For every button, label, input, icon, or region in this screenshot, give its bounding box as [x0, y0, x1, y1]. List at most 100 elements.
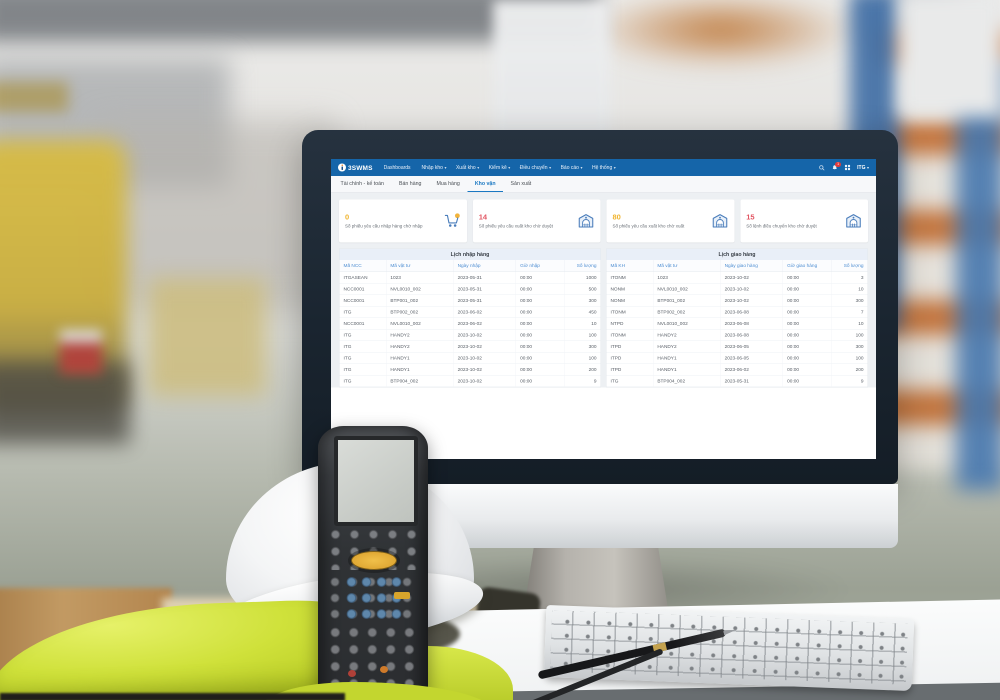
cell-ngay-giao: 2023-06-08	[720, 318, 783, 329]
column-header[interactable]: Số lượng	[564, 260, 600, 272]
column-header[interactable]: Giờ nhập	[515, 260, 565, 272]
cell-gio-nhap: 00:00	[515, 329, 565, 341]
cell-ma-kh: ITONM	[610, 309, 626, 315]
nav-menu-item[interactable]: Hệ thống ▾	[592, 165, 616, 171]
nav-menu-label: Dashboards	[383, 164, 411, 171]
nav-menu-item[interactable]: Nhập kho ▾	[422, 165, 447, 171]
cell-gio-nhap: 00:00	[515, 295, 565, 306]
cell-ma-ncc: NCC0001	[343, 286, 365, 292]
card-export-pending-approve[interactable]: 14 Số phiếu yêu cầu xuất kho chờ duyệt	[472, 199, 601, 243]
table-row[interactable]: ITGASEAN 1023 2023-05-31 00:00 1000	[339, 272, 601, 284]
nav-menu-item[interactable]: Kiểm kê ▾	[489, 165, 511, 171]
app-logo[interactable]: 3S WMS	[338, 163, 373, 172]
chevron-down-icon: ▾	[477, 165, 480, 170]
cell-gio-nhap: 00:00	[515, 364, 565, 375]
tab-kho-van[interactable]: Kho vận	[467, 176, 504, 192]
cell-ma-vat-tu: BTP004_002	[385, 375, 453, 387]
cell-so-luong: 3	[831, 272, 867, 283]
table-row[interactable]: ITPD HANDY1 2023-06-02 00:00 200	[606, 364, 868, 376]
notification-badge: 1	[835, 161, 842, 167]
column-header[interactable]: Ngày giao hàng	[720, 260, 783, 272]
cell-so-luong: 200	[564, 364, 600, 375]
table-row[interactable]: NTPD NVL0010_002 2023-06-08 00:00 10	[606, 318, 868, 330]
chevron-down-icon: ▾	[866, 165, 869, 170]
schedule-tables: Lịch nhập hàng Mã NCC Mã vật tư Ngày nhập G…	[339, 248, 868, 388]
cell-ma-kh: ITPD	[610, 343, 622, 350]
notification-bell-icon[interactable]: 1	[832, 161, 842, 171]
apps-grid-icon[interactable]	[845, 164, 851, 171]
card-label: Số phiếu yêu cầu xuất kho chờ duyệt	[478, 223, 553, 229]
nav-menu-label: Báo cáo	[560, 164, 579, 171]
cell-ma-kh: NONM	[610, 297, 626, 304]
column-header[interactable]: Mã vật tư	[652, 260, 720, 272]
table-row[interactable]: NCC0001 NVL0010_002 2023-06-02 00:00 10	[339, 318, 601, 330]
column-header[interactable]: Ngày nhập	[453, 260, 516, 272]
warehouse-icon	[578, 214, 594, 228]
nav-menu-item[interactable]: Điều chuyển ▾	[520, 165, 551, 171]
cell-so-luong: 300	[831, 295, 867, 306]
table-row[interactable]: ITONM 1023 2023-10-02 00:00 3	[606, 272, 868, 284]
cell-ngay-nhap: 2023-10-02	[453, 375, 516, 387]
table-row[interactable]: ITG BTP004_002 2023-10-02 00:00 9	[339, 375, 601, 387]
tab-mua-hang[interactable]: Mua hàng	[436, 180, 460, 187]
user-menu[interactable]: ITG ▾	[857, 165, 869, 171]
table-row[interactable]: ITG HANDY2 2023-10-02 00:00 300	[339, 341, 601, 353]
cell-ma-kh: NTPD	[610, 320, 624, 327]
dashboard-content: 0 Số phiếu yêu cầu nhập hàng chờ nhập 14…	[331, 192, 876, 459]
table-row[interactable]: ITG HANDY1 2023-10-02 00:00 200	[339, 364, 601, 376]
search-icon[interactable]	[819, 164, 826, 171]
background-rack-blue-column	[956, 60, 1000, 490]
cell-ma-ncc: ITG	[343, 366, 352, 373]
card-value: 15	[746, 212, 755, 222]
column-header[interactable]: Mã NCC	[343, 263, 362, 269]
table-row[interactable]: ITG HANDY1 2023-10-02 00:00 100	[339, 352, 601, 364]
column-header[interactable]: Giờ giao hàng	[782, 260, 832, 272]
cell-gio-giao: 00:00	[782, 318, 832, 329]
table-row[interactable]: ITPD HANDY1 2023-06-05 00:00 100	[606, 352, 868, 364]
tab-san-xuat[interactable]: Sản xuất	[510, 180, 532, 187]
table-row[interactable]: ITG BTP004_002 2023-05-31 00:00 9	[606, 375, 868, 387]
background-red-box	[60, 330, 102, 374]
table-row[interactable]: ITG BTP002_002 2023-06-02 00:00 450	[339, 306, 601, 318]
cell-ma-ncc: ITG	[343, 378, 352, 384]
table-row[interactable]: ITG HANDY2 2023-10-02 00:00 100	[339, 329, 601, 341]
nav-menu-item[interactable]: Xuất kho ▾	[456, 165, 479, 171]
card-transfer-pending[interactable]: 15 Số lệnh điều chuyển kho chờ duyệt	[740, 199, 868, 243]
card-pending-import[interactable]: 0 Số phiếu yêu cầu nhập hàng chờ nhập	[339, 199, 467, 243]
card-export-pending-ship[interactable]: 80 Số phiếu yêu cầu xuất kho chờ xuất	[606, 199, 735, 243]
cell-ma-vat-tu: NVL0010_002	[385, 318, 453, 329]
cell-ma-vat-tu: HANDY2	[385, 341, 453, 352]
table-row[interactable]: ITONM HANDY2 2023-06-08 00:00 100	[606, 329, 868, 341]
tab-tai-chinh-ke-toan[interactable]: Tài chính - kế toán	[340, 180, 384, 187]
cell-so-luong: 450	[564, 306, 600, 318]
table-row[interactable]: ITONM BTP002_002 2023-06-08 00:00 7	[606, 306, 868, 318]
table-row[interactable]: NCC0001 NVL0010_002 2023-05-31 00:00 500	[339, 283, 601, 295]
nav-menu-item[interactable]: Dashboards	[384, 165, 412, 171]
table-row[interactable]: NONM NVL0010_002 2023-10-02 00:00 10	[606, 283, 868, 295]
nav-menu-item[interactable]: Báo cáo ▾	[561, 165, 583, 171]
tab-ban-hang[interactable]: Bán hàng	[398, 180, 422, 187]
delivery-schedule-panel: Lịch giao hàng Mã KH Mã vật tư Ngày giao h…	[606, 248, 868, 388]
cell-ma-ncc: ITG	[343, 343, 352, 350]
column-header[interactable]: Mã KH	[610, 263, 626, 269]
logo-text-wms: WMS	[356, 163, 373, 172]
table-header-row: Mã NCC Mã vật tư Ngày nhập Giờ nhập Số lượng	[339, 260, 601, 272]
cell-ma-kh: ITG	[610, 378, 619, 384]
column-header[interactable]: Mã vật tư	[385, 260, 453, 272]
cell-gio-giao: 00:00	[782, 295, 832, 306]
cell-gio-nhap: 00:00	[515, 318, 565, 329]
card-value: 0	[345, 212, 350, 222]
cell-ngay-nhap: 2023-10-02	[453, 341, 516, 352]
cell-so-luong: 100	[564, 352, 600, 364]
column-header[interactable]: Số lượng	[831, 260, 867, 272]
cell-so-luong: 1000	[564, 272, 600, 283]
card-label: Số phiếu yêu cầu nhập hàng chờ nhập	[345, 223, 423, 229]
cell-ngay-nhap: 2023-10-02	[453, 364, 516, 375]
table-row[interactable]: NONM BTP001_002 2023-10-02 00:00 300	[606, 295, 868, 307]
monitor-screen: 3S WMS Dashboards Nhập kho ▾ Xuất kho ▾ Kiểm …	[331, 159, 876, 459]
cell-ngay-giao: 2023-06-08	[720, 329, 783, 341]
cell-so-luong: 300	[831, 341, 867, 352]
cell-gio-nhap: 00:00	[515, 306, 565, 318]
table-row[interactable]: ITPD HANDY2 2023-06-05 00:00 300	[606, 341, 868, 353]
table-row[interactable]: NCC0001 BTP001_002 2023-05-31 00:00 300	[339, 295, 601, 307]
